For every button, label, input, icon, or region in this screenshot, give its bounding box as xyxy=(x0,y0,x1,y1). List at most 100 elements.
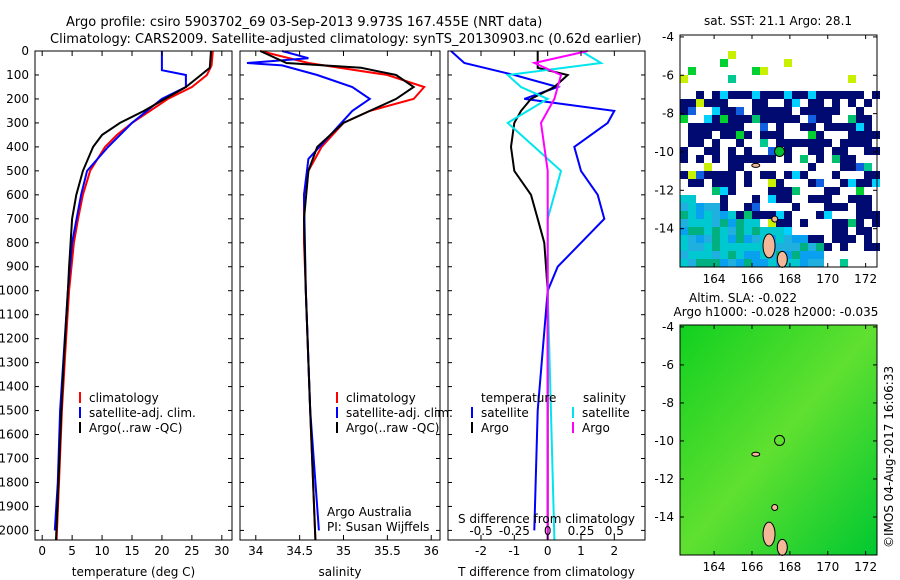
sst-cell xyxy=(832,107,840,115)
island xyxy=(771,503,779,511)
sst-cell xyxy=(776,131,784,139)
sst-cell xyxy=(696,211,704,219)
legend-label: Argo xyxy=(481,421,509,435)
sst-cell xyxy=(720,235,728,243)
sst-cell xyxy=(728,179,736,187)
y-tick-label: 900 xyxy=(6,260,29,274)
sst-cell xyxy=(760,115,768,123)
sst-cell xyxy=(736,131,744,139)
sst-cell xyxy=(856,195,864,203)
sst-cell xyxy=(824,211,832,219)
sst-cell xyxy=(728,147,736,155)
sst-cell xyxy=(720,203,728,211)
sst-cell xyxy=(784,59,792,67)
sst-cell xyxy=(792,203,800,211)
sst-cell xyxy=(728,163,736,171)
sst-cell xyxy=(728,187,736,195)
sst-cell xyxy=(824,139,832,147)
sst-cell xyxy=(736,139,744,147)
sst-cell xyxy=(848,163,856,171)
island xyxy=(762,521,776,547)
legend-label: Argo(..raw -QC) xyxy=(89,421,182,435)
sst-cell xyxy=(864,235,872,243)
sst-cell xyxy=(688,179,696,187)
sst-cell xyxy=(768,171,776,179)
sst-cell xyxy=(776,235,784,243)
sst-cell xyxy=(680,243,688,251)
sst-cell xyxy=(688,219,696,227)
sst-cell xyxy=(856,123,864,131)
sst-cell xyxy=(688,171,696,179)
x-tick-label: 0 xyxy=(38,544,46,558)
sst-cell xyxy=(784,171,792,179)
y-tick-label: 700 xyxy=(6,212,29,226)
sst-cell xyxy=(792,139,800,147)
sst-cell xyxy=(784,155,792,163)
sla-map-subtitle: Argo h1000: -0.028 h2000: -0.035 xyxy=(674,305,879,319)
sst-cell xyxy=(816,155,824,163)
sst-cell xyxy=(736,91,744,99)
sst-cell xyxy=(808,259,816,267)
sst-cell xyxy=(816,235,824,243)
sst-cell xyxy=(696,203,704,211)
sst-cell xyxy=(712,115,720,123)
sst-cell xyxy=(728,227,736,235)
x-axis-label: temperature (deg C) xyxy=(72,565,195,579)
sst-cell xyxy=(728,51,736,59)
series-line-t-argo xyxy=(509,51,570,540)
legend-label: climatology xyxy=(346,391,416,405)
sst-cell xyxy=(776,219,784,227)
sst-cell xyxy=(728,259,736,267)
legend-label: satellite xyxy=(582,406,630,420)
sst-cell xyxy=(752,243,760,251)
sst-cell xyxy=(752,99,760,107)
lat-tick-label: -4 xyxy=(662,30,674,44)
sst-cell xyxy=(744,203,752,211)
sst-map: 164 166 168 170 172 -4 -6 -8 -10 -12 -14 xyxy=(654,30,880,286)
sst-cell xyxy=(744,115,752,123)
sst-cell xyxy=(696,155,704,163)
sla-map: 164 166 168 170 172 -4 -6 -8 -10 -12 -14 xyxy=(654,320,878,574)
sst-cell xyxy=(776,195,784,203)
sst-cell xyxy=(688,259,696,267)
sst-cell xyxy=(840,235,848,243)
sst-cell xyxy=(784,187,792,195)
plot-frame xyxy=(447,50,646,541)
sst-cell xyxy=(752,67,760,75)
sst-cell xyxy=(784,251,792,259)
sst-cell xyxy=(848,195,856,203)
sst-cell xyxy=(688,99,696,107)
sst-cell xyxy=(816,107,824,115)
sst-cell xyxy=(712,251,720,259)
sst-cell xyxy=(712,179,720,187)
y-tick-label: 1900 xyxy=(0,499,29,513)
sst-cell xyxy=(816,139,824,147)
lat-tick-label: -10 xyxy=(654,434,674,448)
sst-cell xyxy=(712,235,720,243)
sst-cell xyxy=(720,107,728,115)
sst-cell xyxy=(816,243,824,251)
y-tick-label: 1300 xyxy=(0,356,29,370)
sst-cell xyxy=(824,115,832,123)
sst-cell xyxy=(688,235,696,243)
lat-tick-label: -14 xyxy=(654,222,674,236)
sst-cell xyxy=(872,131,880,139)
y-tick-label: 0 xyxy=(21,44,29,58)
sst-cell xyxy=(720,227,728,235)
sst-cell xyxy=(712,99,720,107)
sst-cell xyxy=(720,123,728,131)
sst-cell xyxy=(856,139,864,147)
sst-cell xyxy=(808,99,816,107)
sst-map-title: sat. SST: 21.1 Argo: 28.1 xyxy=(704,14,852,28)
sst-cell xyxy=(824,187,832,195)
sst-cell xyxy=(848,75,856,83)
sst-cell xyxy=(704,211,712,219)
sst-cell xyxy=(712,107,720,115)
sst-cell xyxy=(744,219,752,227)
sst-cell xyxy=(864,179,872,187)
lon-tick-label: 166 xyxy=(741,272,764,286)
series-line-s-satellite xyxy=(505,50,604,541)
sst-cell xyxy=(792,251,800,259)
sst-cell xyxy=(760,131,768,139)
